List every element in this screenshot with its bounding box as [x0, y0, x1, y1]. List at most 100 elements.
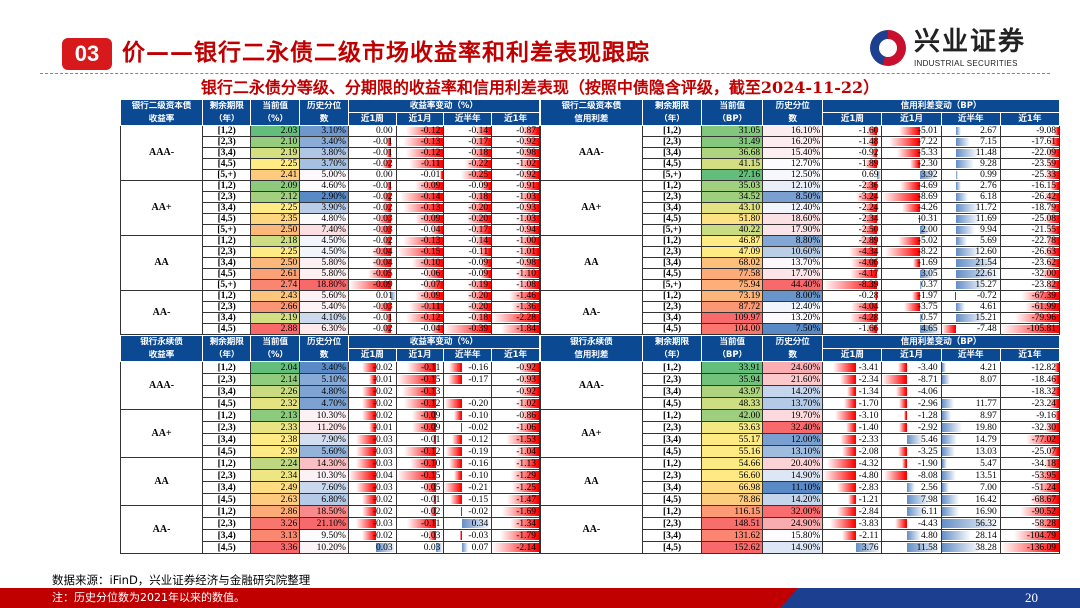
percentile-cell: 4.70%	[299, 397, 349, 410]
negative-data-bar	[954, 292, 957, 300]
change-cell-近1周: -2.11	[822, 529, 883, 542]
change-cell-近1月: -0.12	[395, 445, 445, 458]
change-value: -1.53	[516, 434, 536, 445]
negative-data-bar	[520, 171, 539, 179]
percentile-cell: 4.80%	[299, 213, 349, 225]
percentile-cell: 3.10%	[299, 125, 349, 137]
negative-data-bar	[846, 423, 856, 432]
change-value: -0.01	[372, 137, 393, 147]
change-cell-近1周: -4.06	[822, 257, 883, 269]
change-cell-近半年: -0.16	[443, 457, 493, 470]
change-cell-近半年: 0.34	[443, 517, 493, 530]
positive-data-bar	[956, 270, 1000, 278]
negative-data-bar	[903, 411, 908, 420]
data-table-4: 银行永续债 信用利差 剩余期限 （年） 当前值 （BP） 历史分位数信用利差变动（BP） 近1…	[540, 335, 1061, 554]
change-cell-近1月: -4.06	[881, 385, 942, 398]
percentile-cell: 3.70%	[299, 158, 349, 170]
change-cell-近半年: -0.20	[443, 213, 493, 225]
grade-label: AAA-	[119, 125, 204, 181]
current-value-cell: 109.97	[701, 312, 764, 324]
negative-data-bar	[1048, 204, 1059, 212]
negative-data-bar	[1046, 237, 1059, 245]
change-value: -4.06	[917, 386, 938, 397]
change-value: -2.28	[516, 313, 536, 323]
period-cell: [4,5)	[202, 397, 252, 410]
table-row: [4,5) 2.39 5.60% -0.03 -0.12 -0.19 -1.04	[121, 445, 540, 458]
change-value: -0.93	[516, 203, 536, 213]
change-cell-近1年: -18.79	[999, 202, 1061, 214]
change-value: -0.09	[468, 269, 489, 279]
change-value: -0.01	[372, 313, 393, 323]
table-row: AA [1,2) 46.87 8.80% -2.89 -5.02 5.69 -22.78	[540, 235, 1061, 291]
change-cell-近1年: -22.78	[999, 235, 1061, 247]
negative-data-bar	[518, 149, 539, 157]
change-value: -51.24	[1031, 482, 1056, 493]
header-col-1: 近1月	[881, 348, 942, 362]
period-cell: [1,2)	[202, 505, 252, 518]
change-cell-近1月: -0.03	[395, 529, 445, 542]
header-period-line2: （年）	[659, 350, 685, 360]
change-cell-近1月: 4.80	[881, 529, 942, 542]
change-value: -0.98	[516, 258, 536, 268]
change-cell-近半年: -0.19	[443, 445, 493, 458]
change-cell-近半年: 0.99	[940, 169, 1001, 181]
negative-data-bar	[1055, 411, 1059, 420]
header-category: 银行永续债 收益率	[119, 335, 204, 362]
change-value: -9.16	[1036, 410, 1056, 421]
change-cell-近半年: 8.97	[940, 409, 1001, 422]
negative-data-bar	[898, 447, 908, 456]
change-value: 2.76	[980, 181, 997, 191]
negative-data-bar	[849, 248, 878, 256]
percentile-cell: 12.10%	[762, 180, 824, 192]
table-row: [4,5) 48.33 13.70% -1.70 -2.96 11.77 -23.24	[541, 397, 1061, 410]
period-cell: [3,4)	[641, 202, 703, 214]
grade-label: AAA-	[540, 361, 643, 410]
change-cell-近1年: -1.47	[491, 493, 540, 506]
change-cell-近半年: 13.51	[940, 469, 1001, 482]
current-value-cell: 2.13	[250, 409, 301, 422]
change-cell-近半年: 5.69	[940, 235, 1001, 247]
change-value: 0.69	[861, 170, 879, 180]
change-value: -1.29	[516, 470, 536, 481]
change-value: -1.28	[917, 410, 938, 421]
positive-data-bar	[920, 171, 938, 179]
change-cell-近1月: -0.11	[395, 517, 445, 530]
positive-data-bar	[855, 543, 881, 552]
negative-data-bar	[362, 363, 376, 372]
change-cell-近1月: -3.40	[881, 361, 942, 374]
percentile-cell: 13.20%	[762, 312, 824, 324]
data-table-1: 银行二级资本债 收益率 剩余期限 （年） 当前值 （%） 历史分位数收益率变动（%） 近1周近…	[119, 99, 541, 335]
percentile-cell: 4.80%	[299, 385, 349, 398]
period-cell: [3,4)	[641, 385, 703, 398]
period-cell: [4,5)	[641, 323, 703, 335]
negative-data-bar	[415, 292, 443, 300]
period-cell: [3,4)	[641, 433, 703, 446]
change-value: -1.90	[917, 458, 938, 469]
change-cell-近1月: -0.02	[395, 505, 445, 518]
change-value: -1.60	[858, 126, 879, 136]
period-cell: [1,2)	[202, 125, 252, 137]
change-cell-近1年: -1.08	[491, 279, 540, 291]
change-cell-近1月: -1.90	[881, 457, 942, 470]
change-cell-近1年: -77.02	[999, 433, 1061, 446]
positive-data-bar	[956, 160, 974, 168]
table-subtitle: 银行二永债分等级、分期限的收益率和信用利差表现（按照中债隐含评级，截至2024-…	[200, 78, 880, 97]
change-cell-近1年: -79.96	[999, 312, 1061, 324]
change-value: -1.03	[516, 192, 536, 202]
current-value-cell: 2.03	[250, 125, 301, 137]
negative-data-bar	[440, 171, 443, 179]
negative-data-bar	[864, 160, 878, 168]
change-value: -0.09	[420, 181, 441, 191]
positive-data-bar	[907, 483, 915, 492]
negative-data-bar	[1037, 483, 1059, 492]
negative-data-bar	[406, 149, 443, 157]
negative-data-bar	[1045, 423, 1059, 432]
change-value: -0.94	[516, 225, 536, 235]
percentile-cell: 16.20%	[762, 136, 824, 148]
percentile-cell: 6.80%	[299, 493, 349, 506]
change-value: -1.89	[858, 159, 879, 169]
change-value: 0.03	[376, 542, 393, 553]
change-value: -7.22	[917, 137, 938, 147]
current-value-cell: 2.33	[250, 421, 301, 434]
change-value: -0.13	[420, 203, 441, 213]
